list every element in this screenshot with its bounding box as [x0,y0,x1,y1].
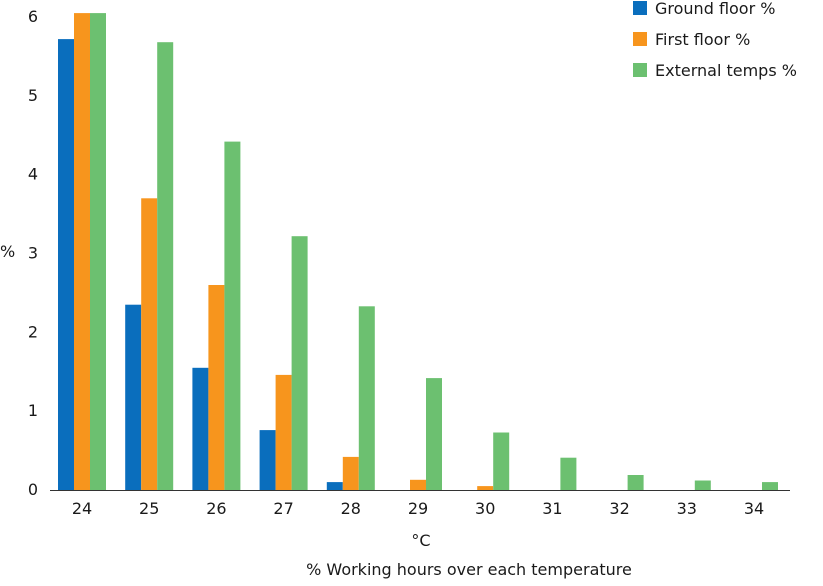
legend-swatch [633,1,647,15]
bar-external-temps-30 [493,432,510,490]
bar-external-temps-25 [157,42,174,490]
y-tick-label: 4 [28,165,38,184]
y-tick-label: 2 [28,322,38,341]
x-tick-label: 27 [273,499,293,518]
bar-first-floor-24 [74,13,90,490]
x-tick-label: 29 [408,499,428,518]
x-axis-ticks: 24 25 26 27 28 29 30 31 32 33 34 [72,499,764,518]
bar-external-temps-26 [224,141,241,490]
bar-ground-floor-25 [125,304,142,490]
bar-external-temps-24 [90,13,106,490]
bar-external-temps-28 [358,306,375,490]
y-tick-label: 3 [28,244,38,263]
y-tick-label: 6 [28,7,38,26]
x-axis-label: °C [411,531,430,550]
bar-first-floor-26 [208,285,225,490]
bar-external-temps-33 [694,480,711,490]
y-tick-label: 1 [28,401,38,420]
y-tick-label: 0 [28,480,38,499]
bar-first-floor-27 [275,374,292,490]
bar-external-temps-34 [762,482,778,490]
bar-external-temps-32 [627,475,644,490]
x-tick-label: 28 [341,499,361,518]
legend-swatch [633,32,647,46]
legend-label: Ground floor % [655,0,775,18]
y-axis-ticks: 0 1 2 3 4 5 6 [28,7,38,499]
chart-caption: % Working hours over each temperature [306,560,632,579]
bar-ground-floor-24 [58,39,74,490]
x-tick-label: 33 [677,499,697,518]
x-tick-label: 31 [542,499,562,518]
x-tick-label: 24 [72,499,92,518]
bar-ground-floor-27 [259,430,276,490]
bar-external-temps-29 [426,378,442,490]
bars-group [58,13,778,491]
y-tick-label: 5 [28,86,38,105]
legend-label: First floor % [655,30,750,49]
bar-first-floor-28 [342,456,359,490]
bar-external-temps-31 [560,457,577,490]
bar-first-floor-25 [141,198,158,491]
bar-first-floor-29 [410,479,426,490]
x-tick-label: 25 [139,499,159,518]
bar-ground-floor-28 [326,482,343,490]
legend-swatch [633,63,647,77]
x-tick-label: 34 [744,499,764,518]
x-tick-label: 26 [206,499,226,518]
y-axis-label: % [0,242,15,261]
bar-external-temps-27 [291,236,308,490]
x-tick-label: 32 [609,499,629,518]
legend: Ground floor % First floor % External temp… [633,0,797,80]
bar-first-floor-30 [477,486,494,490]
legend-label: External temps % [655,61,797,80]
bar-ground-floor-26 [192,367,209,490]
x-tick-label: 30 [475,499,495,518]
